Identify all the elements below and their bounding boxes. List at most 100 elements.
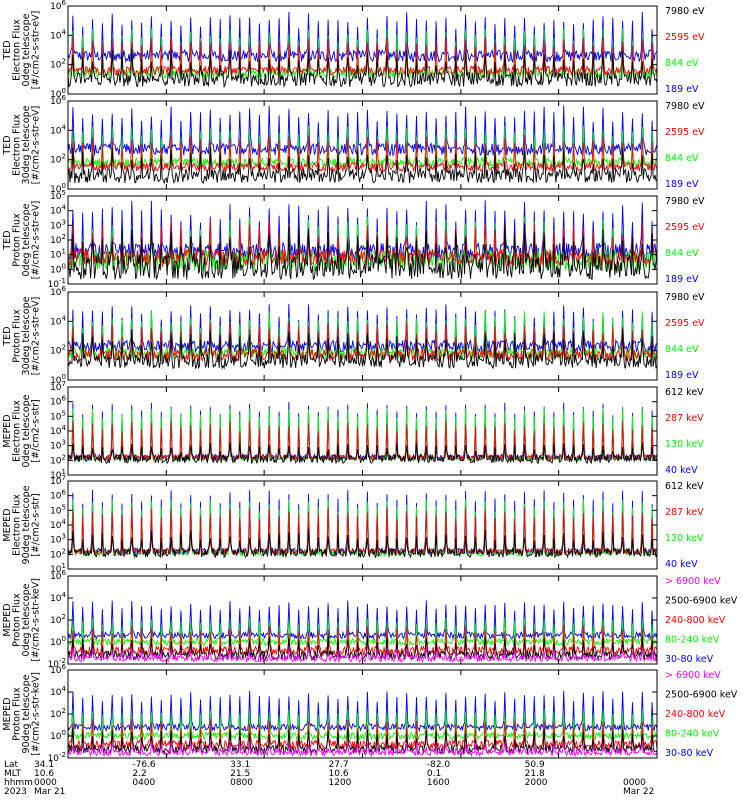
- y-tick-label: 102: [50, 153, 66, 166]
- x-axis-date-value: Mar 21: [34, 787, 65, 797]
- series-line-40-kev: [67, 489, 658, 556]
- y-tick-label: 104: [50, 123, 66, 136]
- y-axis-label-line: [#/cm2-s-str-eV]: [30, 106, 41, 185]
- legend-entry: 2595 eV: [665, 318, 705, 329]
- y-tick-label: 100: [50, 729, 66, 742]
- y-tick-label: 100: [50, 262, 66, 275]
- x-axis-hhmm-value: 0000: [623, 778, 646, 788]
- series-line-80-240-kev: [67, 708, 658, 741]
- legend-entry: 2500-6900 keV: [665, 596, 738, 607]
- series-line-287-kev: [67, 507, 658, 556]
- x-axis-lat-value: -82.0: [427, 760, 451, 770]
- y-axis-label-line: MEPED: [2, 697, 13, 730]
- panel-frame: [67, 386, 658, 476]
- y-tick-label: 107: [50, 474, 66, 487]
- y-axis-label-line: 90deg telescope: [21, 674, 32, 753]
- x-axis-mlt-value: 0.1: [427, 769, 441, 779]
- y-axis-label-line: 30deg telescope: [21, 105, 32, 184]
- series-line-189-ev: [67, 303, 658, 354]
- series-line-189-ev: [67, 11, 658, 64]
- x-axis-hhmm-value: 1600: [427, 778, 450, 788]
- legend-entry: 2595 eV: [665, 222, 705, 233]
- legend-entry: 612 keV: [665, 481, 704, 492]
- legend-entry: 844 eV: [665, 248, 699, 259]
- y-tick-label: 102: [50, 344, 66, 357]
- series-line-2595-ev: [67, 36, 658, 77]
- y-tick-label: 102: [50, 58, 66, 71]
- y-axis-label-line: Electron Flux: [11, 114, 22, 176]
- series-line-30-80-kev: [67, 600, 658, 641]
- series-line-7980-ev: [67, 328, 658, 370]
- legend-entry: 287 keV: [665, 507, 704, 518]
- y-tick-label: 104: [50, 685, 66, 698]
- y-tick-label: 104: [50, 28, 66, 41]
- x-axis-hhmm-value: 0000: [34, 778, 57, 788]
- legend-entry: 240-800 keV: [665, 709, 726, 720]
- y-tick-label: 105: [50, 189, 66, 202]
- series-line-844-ev: [67, 311, 658, 361]
- legend-entry: 2595 eV: [665, 127, 705, 138]
- series-line-7980-ev: [67, 48, 658, 89]
- y-axis-label-line: [#/cm2-s-str-eV]: [30, 297, 41, 376]
- panels-group: 100 102 104 106 TED Electron Flux 0deg telesco…: [2, 0, 738, 764]
- legend-entry: 189 eV: [665, 84, 699, 95]
- legend-entry: 80-240 keV: [665, 635, 720, 646]
- y-tick-label: 100: [50, 182, 66, 195]
- legend-entry: 40 keV: [665, 559, 698, 570]
- series-line-189-ev: [67, 105, 658, 157]
- legend-entry: 80-240 keV: [665, 729, 720, 740]
- y-tick-label: 107: [50, 380, 66, 393]
- x-axis-lat-value: 34.1: [34, 760, 54, 770]
- series-line-2595-ev: [67, 219, 658, 268]
- y-tick-label: 103: [50, 218, 66, 231]
- y-tick-label: 102: [50, 613, 66, 626]
- legend-entry: > 6900 keV: [665, 670, 721, 681]
- y-tick-label: 106: [50, 395, 66, 408]
- x-axis-hhmm-value: 1200: [329, 778, 352, 788]
- y-axis-label-line: [#/cm2-s-str]: [30, 493, 41, 556]
- y-axis-label-line: 90deg telescope: [21, 485, 32, 564]
- legend-entry: 287 keV: [665, 413, 704, 424]
- y-axis-label-line: TED: [2, 230, 13, 250]
- y-tick-label: 104: [50, 518, 66, 531]
- legend-entry: 240-800 keV: [665, 615, 726, 626]
- y-tick-label: 10-2: [48, 751, 66, 764]
- y-tick-label: 105: [50, 503, 66, 516]
- y-tick-label: 106: [50, 569, 66, 582]
- series-line-2595-ev: [67, 321, 658, 363]
- legend-entry: 844 eV: [665, 153, 699, 164]
- y-tick-label: 106: [50, 285, 66, 298]
- y-tick-label: 102: [50, 233, 66, 246]
- y-axis-label-line: [#/cm2-s-str-keV]: [30, 578, 41, 662]
- series-line-612-kev: [67, 442, 658, 465]
- x-axis-mlt-value: 10.6: [34, 769, 54, 779]
- y-axis-label-line: TED: [2, 40, 13, 60]
- x-axis-mlt-value: 10.6: [329, 769, 349, 779]
- y-tick-label: 102: [50, 707, 66, 720]
- x-axis-lat-value: 33.1: [230, 760, 250, 770]
- y-axis-label-line: 30deg telescope: [21, 296, 32, 375]
- series-line-844-ev: [67, 28, 658, 80]
- series-line-130-kev: [67, 498, 658, 558]
- y-tick-label: 104: [50, 204, 66, 217]
- legend-entry: 130 keV: [665, 439, 704, 450]
- legend-entry: 844 eV: [665, 344, 699, 355]
- y-tick-label: 106: [50, 663, 66, 676]
- y-axis-label-line: MEPED: [2, 603, 13, 636]
- legend-entry: 189 eV: [665, 274, 699, 285]
- series-line-30-80-kev: [67, 690, 658, 732]
- y-axis-label-line: Proton Flux: [11, 593, 22, 647]
- legend-entry: 189 eV: [665, 370, 699, 381]
- y-tick-label: 100: [50, 373, 66, 386]
- y-axis-label-line: 0deg telescope: [21, 13, 32, 86]
- y-tick-label: 104: [50, 591, 66, 604]
- x-axis-lat-value: -76.6: [132, 760, 156, 770]
